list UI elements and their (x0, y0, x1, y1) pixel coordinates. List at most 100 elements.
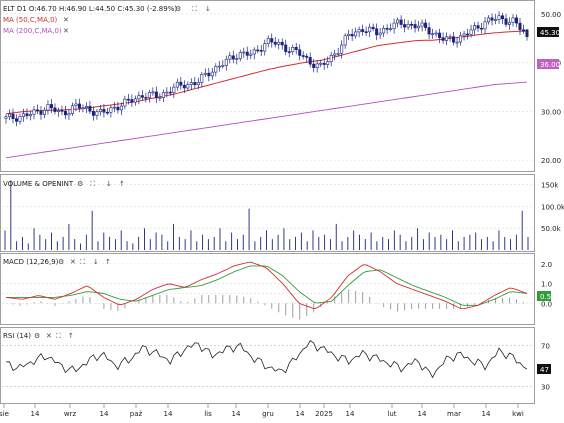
candle-body (385, 28, 389, 30)
ma50-close-icon[interactable]: ✕ (63, 16, 69, 24)
ma200-close-icon[interactable]: ✕ (63, 27, 69, 35)
candle-body (235, 58, 239, 60)
candle-body (525, 29, 529, 38)
close-icon[interactable]: ✕ (46, 332, 52, 340)
candle-body (221, 65, 225, 67)
candle-body (480, 27, 484, 30)
candle-body (7, 113, 11, 118)
expand-icon[interactable]: ⛶ (80, 258, 85, 266)
candle-body (441, 37, 445, 41)
expand-icon[interactable]: ⛶ (56, 332, 61, 340)
candle-body (378, 32, 382, 36)
x-axis-label: paź (130, 410, 143, 418)
candle-body (4, 116, 8, 119)
candle-body (305, 55, 309, 58)
move-down-icon[interactable]: ↓ (106, 180, 112, 188)
candle-body (207, 72, 211, 77)
candle-body (133, 98, 137, 103)
macd-y-tick: 2.0 (541, 261, 552, 269)
candle-body (490, 17, 494, 21)
expand-icon[interactable]: ⛶ (90, 180, 95, 188)
ma200-tag: 36.00 (540, 61, 560, 69)
candle-body (154, 91, 158, 99)
rsi-last-tag-bg (537, 364, 551, 374)
candle-body (294, 47, 298, 51)
candle-body (434, 32, 438, 35)
candle-body (102, 108, 106, 113)
rsi-plot (5, 340, 528, 379)
candle-body (137, 95, 141, 100)
candle-body (396, 19, 400, 24)
candle-body (364, 31, 368, 33)
move-down-icon[interactable]: ↓ (93, 258, 99, 266)
candle-body (515, 17, 519, 24)
candle-body (21, 113, 25, 117)
x-axis-label: lis (204, 410, 212, 418)
candle-body (81, 107, 85, 110)
candle-body (333, 53, 337, 56)
macd-last-tag: 0.5 (540, 293, 551, 301)
candle-body (284, 44, 288, 52)
expand-icon[interactable]: ⛶ (192, 5, 197, 13)
x-axis-label: gru (262, 410, 274, 418)
candle-body (455, 41, 459, 44)
move-up-icon[interactable]: ↑ (119, 180, 125, 188)
move-up-icon[interactable]: ↑ (105, 258, 111, 266)
settings-icon[interactable]: ⚙ (34, 332, 40, 340)
ma200-legend: MA (200,C,MA,0) (3, 27, 62, 35)
price-y-tick: 20.00 (541, 157, 561, 165)
candle-body (249, 53, 253, 56)
volume-y-tick: 100.0k (541, 203, 564, 211)
candle-body (368, 26, 372, 33)
x-axis-label: wrz (64, 410, 77, 418)
candle-body (74, 103, 78, 107)
candle-body (144, 97, 148, 99)
x-axis-label: sie (0, 410, 9, 418)
move-up-icon[interactable]: ↑ (68, 332, 74, 340)
rsi-panel-header: RSI (14) (3, 332, 31, 340)
macd-panel-icons: ⚙ ✕ ⛶ ↓ ↑ (58, 258, 111, 266)
candle-body (11, 113, 15, 119)
rsi-panel-icons: ⚙ ✕ ⛶ ↑ (34, 332, 74, 340)
candle-body (60, 110, 64, 112)
candle-body (259, 50, 263, 52)
candle-body (35, 109, 39, 112)
candle-body (494, 19, 498, 21)
candle-body (49, 104, 53, 109)
candle-body (126, 98, 130, 101)
move-down-icon[interactable]: ↓ (205, 5, 211, 13)
candle-body (329, 55, 333, 62)
x-axis-label: 14 (164, 410, 173, 418)
candle-body (497, 15, 501, 20)
candle-body (119, 105, 123, 111)
close-icon[interactable]: ✕ (70, 258, 76, 266)
candle-body (158, 97, 162, 99)
candle-body (84, 105, 88, 109)
candle-body (175, 81, 179, 88)
candle-body (312, 63, 316, 68)
candle-body (14, 118, 18, 122)
candle-body (462, 33, 466, 37)
ma200-tag-bg (537, 59, 559, 69)
candle-body (39, 110, 43, 115)
candle-body (322, 62, 326, 65)
candle-body (357, 29, 361, 33)
candle-body (186, 84, 190, 89)
candle-body (238, 52, 242, 59)
macd-y-tick: 0.0 (541, 300, 552, 308)
candle-body (448, 36, 452, 39)
settings-icon[interactable]: ⚙ (77, 180, 83, 188)
candle-body (193, 82, 197, 86)
candle-body (427, 27, 431, 35)
settings-icon[interactable]: ⚙ (175, 5, 181, 13)
candle-body (98, 108, 102, 113)
candle-body (508, 22, 512, 25)
candle-body (116, 106, 120, 111)
candle-body (70, 105, 74, 114)
candle-body (123, 98, 127, 107)
candle-body (228, 55, 232, 60)
candle-body (336, 52, 340, 55)
settings-icon[interactable]: ⚙ (58, 258, 64, 266)
